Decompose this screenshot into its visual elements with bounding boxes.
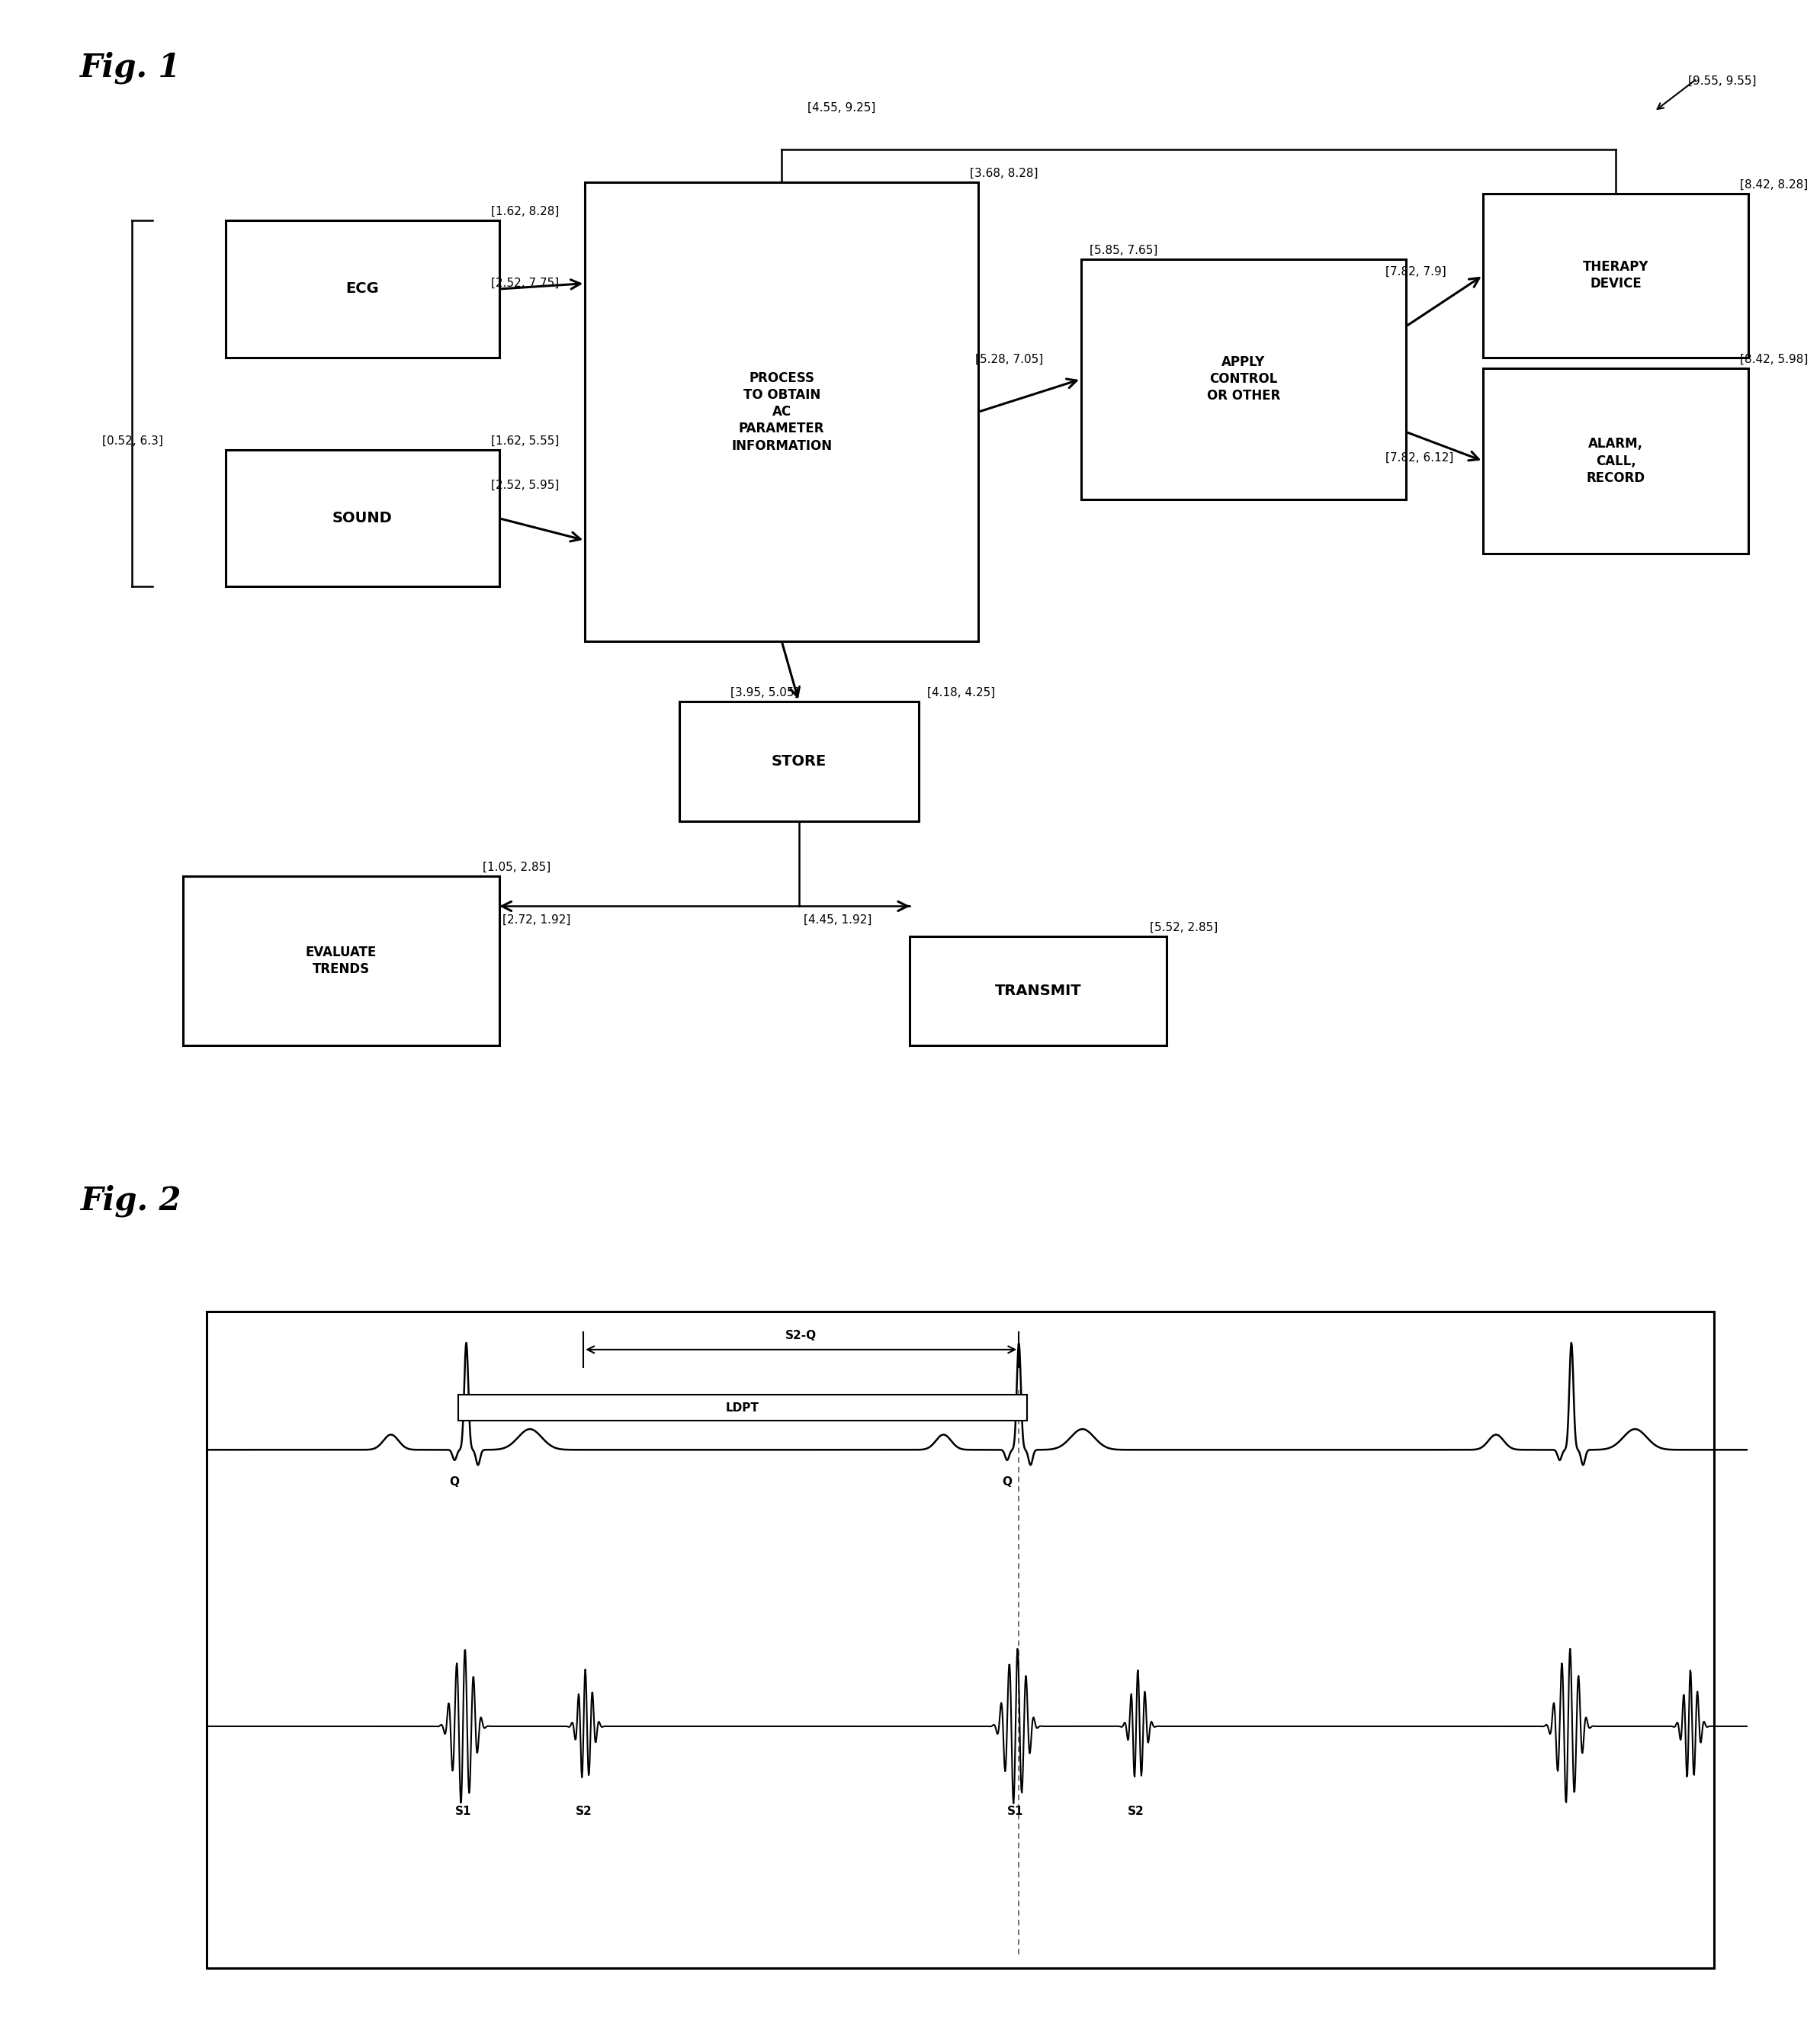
Text: S1: S1 (1006, 1807, 1023, 1817)
Text: TRANSMIT: TRANSMIT (996, 983, 1081, 997)
Bar (459, 1394, 1026, 1420)
Text: LDPT: LDPT (726, 1402, 759, 1414)
Text: [1.62, 8.28]: [1.62, 8.28] (491, 206, 559, 218)
Text: STORE: STORE (772, 755, 826, 769)
Text: [3.95, 5.05]: [3.95, 5.05] (730, 686, 799, 698)
Text: [7.82, 6.12]: [7.82, 6.12] (1385, 451, 1454, 463)
Text: APPLY
CONTROL
OR OTHER: APPLY CONTROL OR OTHER (1207, 356, 1279, 403)
Bar (1081, 259, 1407, 500)
Text: [0.52, 6.3]: [0.52, 6.3] (102, 435, 164, 447)
Text: [4.18, 4.25]: [4.18, 4.25] (926, 686, 996, 698)
Text: [3.68, 8.28]: [3.68, 8.28] (970, 168, 1037, 180)
Text: [7.82, 7.9]: [7.82, 7.9] (1385, 267, 1447, 277)
Text: S2-Q: S2-Q (786, 1329, 817, 1341)
Text: [1.05, 2.85]: [1.05, 2.85] (482, 862, 550, 874)
Bar (226, 221, 499, 358)
Text: Fig. 2: Fig. 2 (82, 1185, 182, 1218)
Bar (226, 451, 499, 587)
Text: [5.85, 7.65]: [5.85, 7.65] (1090, 245, 1158, 255)
Text: PROCESS
TO OBTAIN
AC
PARAMETER
INFORMATION: PROCESS TO OBTAIN AC PARAMETER INFORMATI… (732, 370, 832, 453)
Text: S2: S2 (1128, 1807, 1145, 1817)
Text: [9.55, 9.55]: [9.55, 9.55] (1689, 75, 1756, 87)
Text: SOUND: SOUND (333, 512, 393, 526)
Bar (1483, 194, 1749, 358)
Bar (679, 702, 919, 821)
Bar (910, 937, 1167, 1046)
Text: Q: Q (450, 1477, 459, 1487)
Text: S1: S1 (455, 1807, 471, 1817)
Text: [1.62, 5.55]: [1.62, 5.55] (491, 435, 559, 447)
Text: Fig. 1: Fig. 1 (80, 51, 182, 85)
Text: [8.42, 8.28]: [8.42, 8.28] (1740, 178, 1807, 190)
Text: Q: Q (1003, 1477, 1012, 1487)
Bar (584, 182, 979, 641)
Text: [5.52, 2.85]: [5.52, 2.85] (1150, 922, 1218, 933)
Bar (182, 876, 499, 1046)
Bar (207, 1311, 1714, 1968)
Text: [2.52, 5.95]: [2.52, 5.95] (491, 479, 559, 492)
Text: THERAPY
DEVICE: THERAPY DEVICE (1583, 261, 1649, 291)
Text: [2.72, 1.92]: [2.72, 1.92] (502, 914, 571, 925)
Text: [5.28, 7.05]: [5.28, 7.05] (976, 354, 1043, 364)
Text: [4.55, 9.25]: [4.55, 9.25] (808, 103, 875, 113)
Text: [4.45, 1.92]: [4.45, 1.92] (804, 914, 872, 925)
Text: [8.42, 5.98]: [8.42, 5.98] (1740, 354, 1807, 364)
Text: S2: S2 (575, 1807, 592, 1817)
Text: ECG: ECG (346, 281, 379, 295)
Bar (1483, 368, 1749, 554)
Text: EVALUATE
TRENDS: EVALUATE TRENDS (306, 945, 377, 977)
Text: [2.52, 7.75]: [2.52, 7.75] (491, 277, 559, 289)
Text: ALARM,
CALL,
RECORD: ALARM, CALL, RECORD (1587, 437, 1645, 486)
